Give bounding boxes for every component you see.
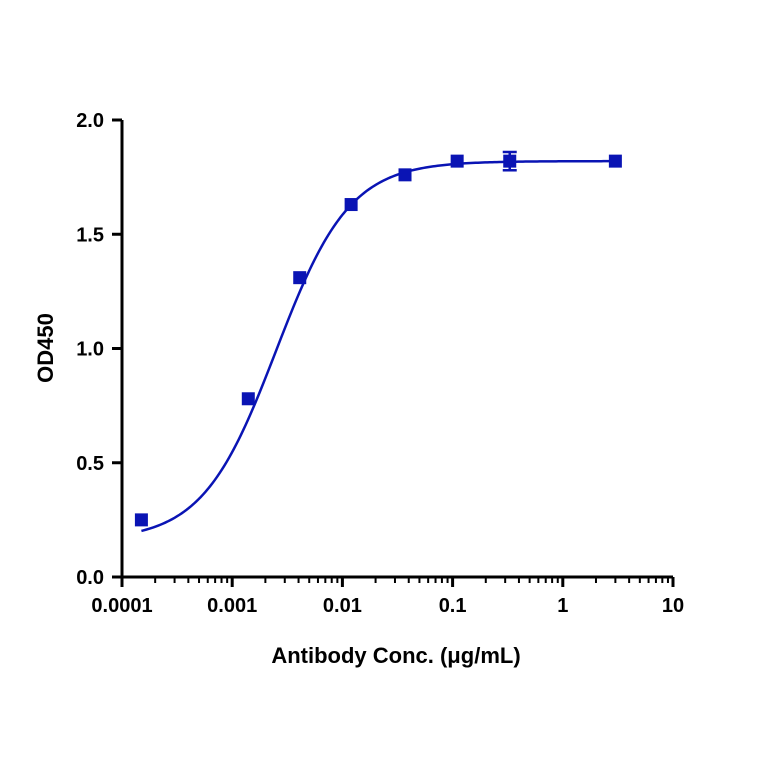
data-point (241, 392, 255, 406)
fit-curve-layer (141, 159, 616, 533)
data-point (503, 154, 517, 168)
data-point (344, 198, 358, 212)
data-point (293, 271, 307, 285)
x-tick-label: 0.0001 (91, 595, 152, 617)
y-tick-label: 2.0 (76, 110, 104, 132)
y-axis-title: OD450 (33, 313, 58, 383)
axes: 0.0 0.5 1.0 1.5 2.0 0.0001 0.001 0.01 0.1 1 10 (76, 110, 684, 617)
data-point (608, 154, 622, 168)
y-tick-label: 0.0 (76, 567, 104, 589)
y-tick-label: 1.0 (76, 339, 104, 361)
y-tick-label: 0.5 (76, 453, 104, 475)
x-tick-label: 10 (662, 595, 684, 617)
x-tick-label: 0.001 (207, 595, 257, 617)
x-axis-title: Antibody Conc. (μg/mL) (271, 643, 520, 668)
data-point (450, 154, 464, 168)
y-tick-label: 1.5 (76, 224, 104, 246)
data-point (134, 513, 148, 527)
data-points-layer (134, 150, 622, 527)
fit-curve (141, 159, 616, 533)
x-tick-label: 1 (557, 595, 568, 617)
x-tick-label: 0.1 (439, 595, 467, 617)
data-point (398, 168, 412, 182)
x-tick-label: 0.01 (323, 595, 362, 617)
